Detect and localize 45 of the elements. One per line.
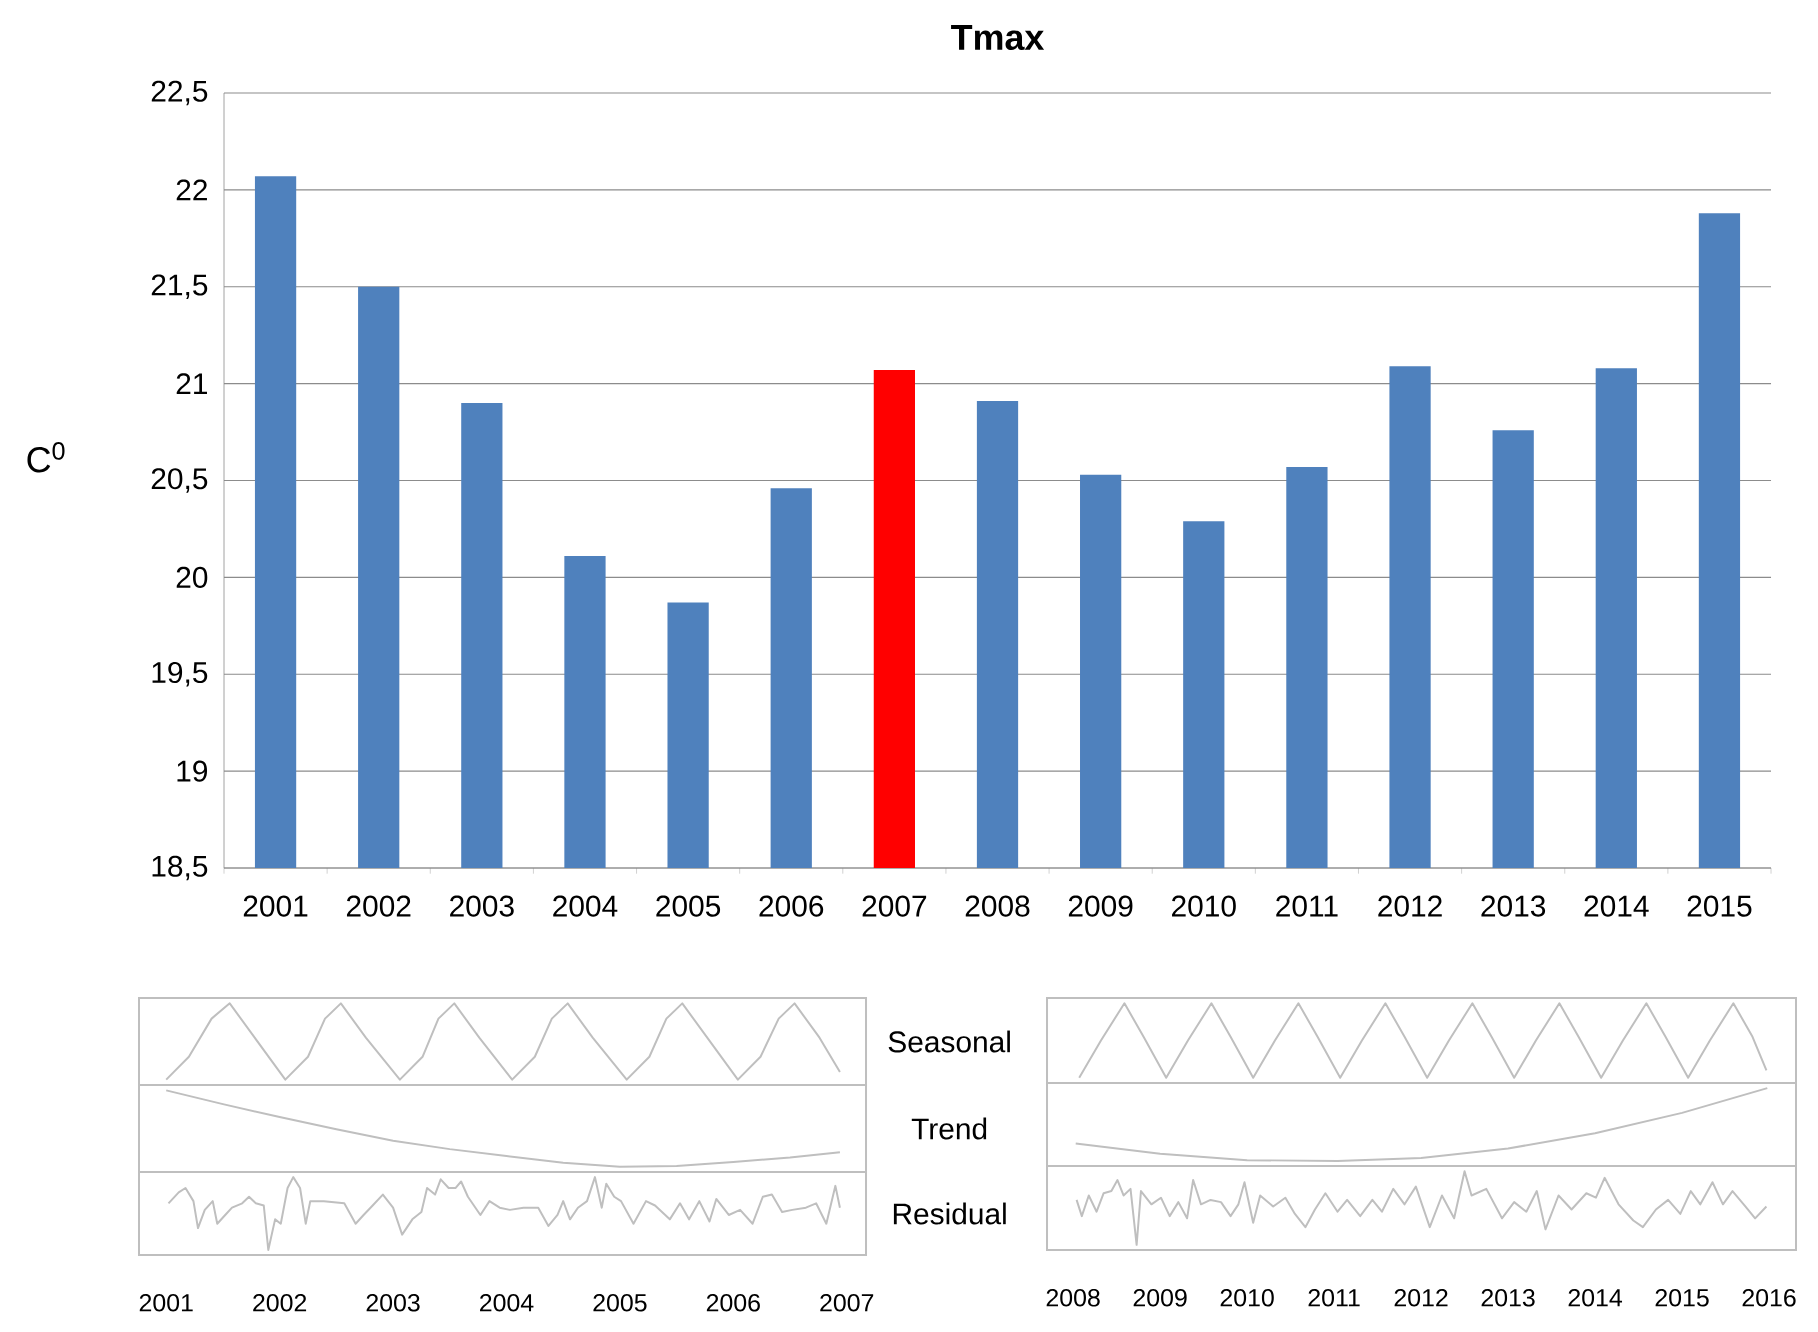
x-tick-label: 2002 bbox=[346, 895, 411, 917]
x-tick-label: 2012 bbox=[1378, 895, 1442, 917]
x-tick-label: 2004 bbox=[480, 1293, 534, 1312]
x-tick-label: 2014 bbox=[1584, 895, 1649, 917]
y-axis-title: Trend bbox=[911, 1117, 987, 1140]
x-tick-label: 2006 bbox=[759, 895, 824, 917]
x-tick-label: 2004 bbox=[553, 895, 618, 917]
x-tick-label: 2011 bbox=[1276, 895, 1338, 917]
x-tick-label: 2006 bbox=[706, 1293, 760, 1312]
x-tick-label: 2001 bbox=[139, 1293, 193, 1312]
x-tick-label: 2005 bbox=[593, 1293, 647, 1312]
y-tick-label: 21,5 bbox=[151, 274, 208, 300]
x-tick-label: 2015 bbox=[1687, 895, 1752, 917]
x-tick-label: 2007 bbox=[820, 1293, 874, 1312]
x-tick-label: 2011 bbox=[1308, 1288, 1360, 1307]
x-tick-label: 2014 bbox=[1568, 1288, 1623, 1307]
x-tick-label: 2016 bbox=[1742, 1288, 1796, 1307]
x-tick-label: 2008 bbox=[965, 895, 1030, 917]
x-tick-label: 2005 bbox=[656, 895, 721, 917]
x-tick-label: 2001 bbox=[243, 895, 308, 917]
y-tick-label: 18,5 bbox=[152, 855, 208, 881]
y-tick-label: 19 bbox=[177, 760, 208, 782]
y-tick-label: 20 bbox=[176, 566, 208, 588]
x-tick-label: 2010 bbox=[1172, 895, 1236, 917]
y-tick-label: 22 bbox=[176, 179, 207, 201]
y-tick-label: 20,5 bbox=[151, 468, 208, 493]
x-tick-label: 2002 bbox=[253, 1293, 307, 1312]
y-tick-label: 19,5 bbox=[152, 661, 208, 687]
y-tick-label: 21 bbox=[176, 373, 207, 395]
y-axis-title: Residual bbox=[893, 1202, 1006, 1225]
x-tick-label: 2009 bbox=[1133, 1288, 1187, 1307]
x-tick-label: 2013 bbox=[1481, 1288, 1535, 1307]
x-tick-label: 2013 bbox=[1481, 895, 1546, 917]
x-tick-label: 2009 bbox=[1068, 895, 1133, 917]
x-tick-label: 2003 bbox=[366, 1293, 420, 1312]
x-tick-label: 2010 bbox=[1220, 1288, 1274, 1307]
y-axis-title: C$^{0}$ bbox=[27, 442, 65, 473]
x-tick-label: 2012 bbox=[1394, 1288, 1448, 1307]
x-tick-label: 2015 bbox=[1655, 1288, 1709, 1307]
chart-title: Tmax bbox=[951, 25, 1045, 51]
y-axis-title: Seasonal bbox=[888, 1030, 1010, 1053]
y-tick-label: 22,5 bbox=[151, 80, 208, 106]
x-tick-label: 2007 bbox=[862, 895, 927, 917]
x-tick-label: 2008 bbox=[1046, 1288, 1100, 1307]
x-tick-label: 2003 bbox=[450, 895, 514, 917]
